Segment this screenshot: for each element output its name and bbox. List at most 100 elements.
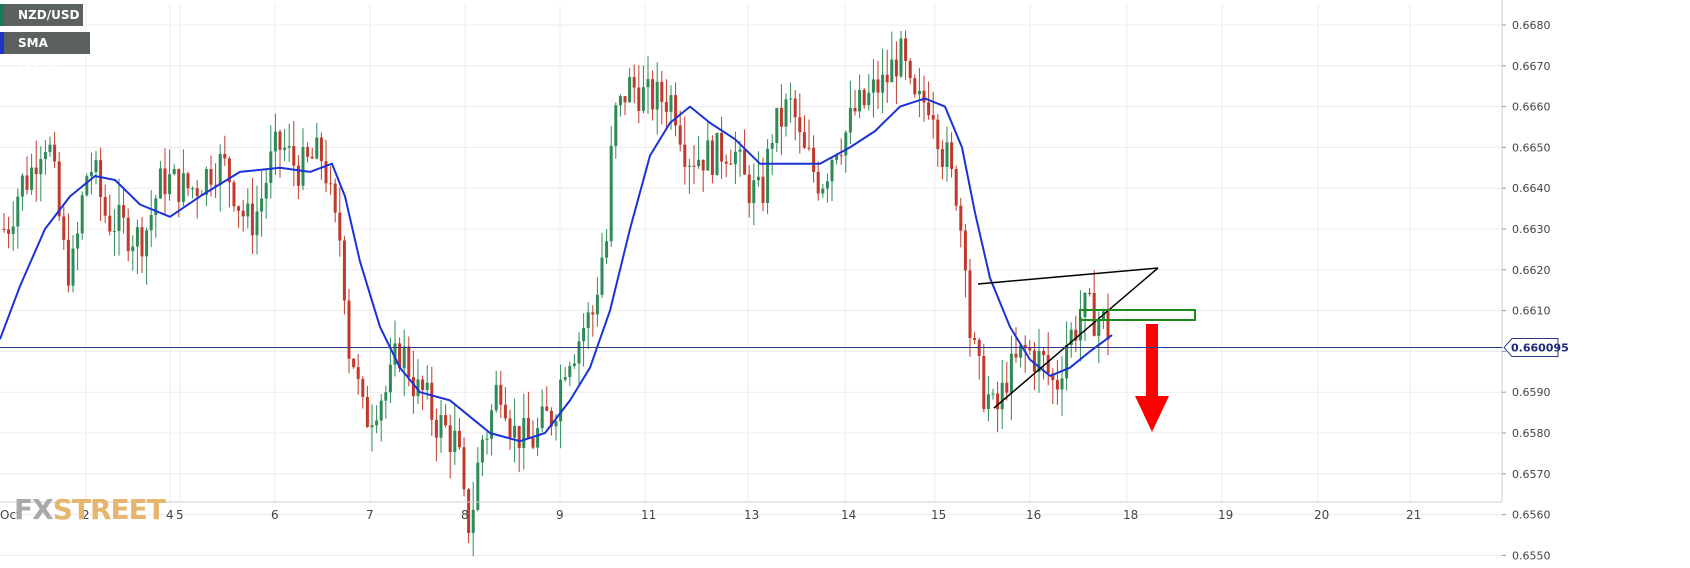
candle [664,79,668,129]
candle [844,130,848,173]
candle [89,152,93,195]
candle [310,147,314,160]
candle [264,168,268,219]
candle [416,359,420,404]
candle [881,48,885,114]
candle [255,185,259,255]
candle [476,447,480,512]
candle [954,165,958,211]
candle [894,41,898,105]
candle [16,188,20,249]
candle [549,407,553,436]
x-tick-label: 15 [931,508,946,522]
candle [683,116,687,185]
candle [126,208,130,262]
fxstreet-logo: FXSTREET [14,493,166,526]
candle [347,289,351,374]
candle [448,414,452,479]
candle [697,135,701,169]
candle [1101,308,1105,329]
candle [292,120,296,187]
candle [181,149,185,207]
candle [34,140,38,202]
candle [752,163,756,226]
candle [39,146,43,202]
drawings [977,267,1196,432]
candle [908,58,912,85]
candle [756,151,760,187]
candle [283,129,287,162]
candle [830,156,834,201]
y-tick-label: 0.6670 [1512,60,1551,73]
candle [678,110,682,152]
candle [11,201,15,251]
y-tick-label: 0.6680 [1512,19,1551,32]
candle [738,140,742,177]
candle [618,94,622,117]
candle [356,354,360,395]
candle [641,65,645,114]
candle [439,400,443,453]
candle [968,258,972,357]
candle [71,235,75,293]
candle [163,148,167,215]
x-tick-label: Oct [0,508,21,522]
candle [871,59,875,118]
upper-trendline [977,267,1159,285]
candle [1074,315,1078,353]
candle [375,405,379,434]
candle [991,388,995,400]
candle [246,188,250,229]
candle [1046,332,1050,386]
candle [885,49,889,103]
candle [329,166,333,195]
candle [241,200,245,232]
x-tick-label: 13 [744,508,759,522]
candle [361,375,365,409]
candle [365,385,369,429]
x-tick-label: 7 [366,508,374,522]
candle [770,134,774,176]
candle [168,149,172,201]
candle [986,375,990,422]
candle [384,385,388,419]
candle [1014,327,1018,363]
candle [1078,290,1082,362]
candle [816,161,820,201]
candle [99,147,103,221]
candle [940,140,944,180]
candle [784,93,788,137]
candle [973,331,977,345]
candle [545,386,549,412]
candle [352,357,356,369]
candle [586,302,590,350]
candle [467,487,471,543]
candle [904,30,908,80]
candle [982,343,986,413]
candle [237,205,241,228]
candle [692,145,696,185]
candle [108,194,112,236]
y-tick-label: 0.6660 [1512,101,1551,114]
candle [931,91,935,139]
candle [637,65,641,124]
candle [563,366,567,382]
y-tick-label: 0.6590 [1512,386,1551,399]
candle [628,67,632,103]
candle [522,393,526,470]
candle [582,313,586,367]
candle [1037,328,1041,393]
candle [402,329,406,396]
candle [287,123,291,163]
candle [1019,344,1023,368]
candle [471,481,475,557]
candle [1060,356,1064,416]
candle [536,417,540,457]
candle [701,159,705,192]
candle [1005,361,1009,401]
candle [821,183,825,198]
y-tick-label: 0.6640 [1512,182,1551,195]
candle [766,139,770,215]
support-zone [1079,309,1196,321]
candle [1023,335,1027,373]
